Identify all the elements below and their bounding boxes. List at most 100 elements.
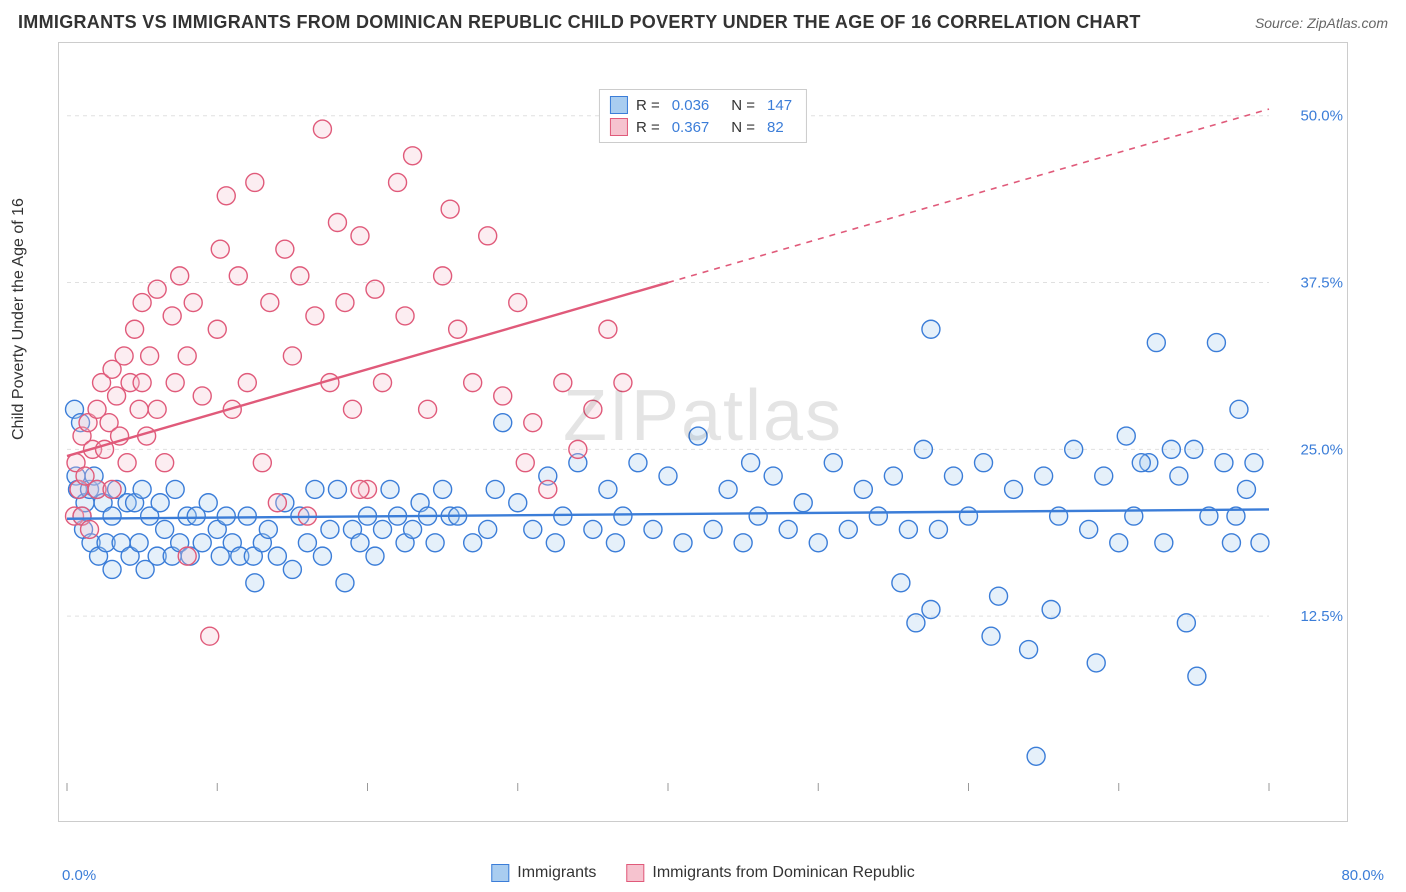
- data-point: [1185, 440, 1203, 458]
- data-point: [884, 467, 902, 485]
- data-point: [719, 480, 737, 498]
- legend-swatch: [610, 118, 628, 136]
- correlation-legend: R =0.036N =147R =0.367N =82: [599, 89, 807, 143]
- data-point: [166, 480, 184, 498]
- data-point: [1230, 400, 1248, 418]
- data-point: [1035, 467, 1053, 485]
- data-point: [599, 480, 617, 498]
- data-point: [464, 374, 482, 392]
- data-point: [419, 400, 437, 418]
- data-point: [839, 520, 857, 538]
- data-point: [854, 480, 872, 498]
- data-point: [1027, 747, 1045, 765]
- data-point: [253, 454, 271, 472]
- data-point: [644, 520, 662, 538]
- data-point: [982, 627, 1000, 645]
- data-point: [193, 534, 211, 552]
- data-point: [178, 347, 196, 365]
- data-point: [606, 534, 624, 552]
- data-point: [1132, 454, 1150, 472]
- data-point: [464, 534, 482, 552]
- data-point: [659, 467, 677, 485]
- data-point: [779, 520, 797, 538]
- trend-line-solid: [67, 283, 668, 456]
- data-point: [524, 414, 542, 432]
- data-point: [374, 374, 392, 392]
- data-point: [794, 494, 812, 512]
- legend-n-label: N =: [731, 119, 755, 136]
- legend-swatch: [610, 96, 628, 114]
- data-point: [306, 480, 324, 498]
- data-point: [115, 347, 133, 365]
- data-point: [1155, 534, 1173, 552]
- data-point: [1080, 520, 1098, 538]
- data-point: [629, 454, 647, 472]
- data-point: [108, 387, 126, 405]
- data-point: [674, 534, 692, 552]
- data-point: [171, 267, 189, 285]
- data-point: [914, 440, 932, 458]
- data-point: [1177, 614, 1195, 632]
- data-point: [328, 480, 346, 498]
- data-point: [156, 520, 174, 538]
- data-point: [246, 173, 264, 191]
- data-point: [1147, 334, 1165, 352]
- data-point: [434, 480, 452, 498]
- data-point: [824, 454, 842, 472]
- data-point: [990, 587, 1008, 605]
- scatter-plot: 12.5%25.0%37.5%50.0%: [59, 43, 1349, 823]
- data-point: [133, 480, 151, 498]
- data-point: [178, 547, 196, 565]
- x-axis-max-label: 80.0%: [1341, 867, 1384, 884]
- legend-r-label: R =: [636, 97, 660, 114]
- chart-frame: 12.5%25.0%37.5%50.0% ZIPatlas R =0.036N …: [58, 42, 1348, 822]
- data-point: [156, 454, 174, 472]
- data-point: [584, 400, 602, 418]
- data-point: [449, 320, 467, 338]
- data-point: [211, 240, 229, 258]
- data-point: [404, 520, 422, 538]
- data-point: [118, 454, 136, 472]
- legend-label: Immigrants: [517, 864, 596, 882]
- data-point: [184, 294, 202, 312]
- legend-row: R =0.367N =82: [610, 116, 796, 138]
- legend-row: R =0.036N =147: [610, 94, 796, 116]
- data-point: [1162, 440, 1180, 458]
- data-point: [366, 280, 384, 298]
- data-point: [336, 294, 354, 312]
- legend-r-label: R =: [636, 119, 660, 136]
- data-point: [374, 520, 392, 538]
- data-point: [584, 520, 602, 538]
- data-point: [238, 507, 256, 525]
- data-point: [268, 547, 286, 565]
- data-point: [1087, 654, 1105, 672]
- x-axis-min-label: 0.0%: [62, 867, 96, 884]
- data-point: [524, 520, 542, 538]
- data-point: [704, 520, 722, 538]
- data-point: [193, 387, 211, 405]
- data-point: [103, 507, 121, 525]
- data-point: [238, 374, 256, 392]
- data-point: [381, 480, 399, 498]
- data-point: [1050, 507, 1068, 525]
- data-point: [130, 400, 148, 418]
- data-point: [343, 400, 361, 418]
- data-point: [516, 454, 534, 472]
- data-point: [321, 520, 339, 538]
- data-point: [163, 307, 181, 325]
- data-point: [869, 507, 887, 525]
- data-point: [351, 534, 369, 552]
- data-point: [199, 494, 217, 512]
- data-point: [1237, 480, 1255, 498]
- data-point: [1222, 534, 1240, 552]
- legend-swatch: [626, 864, 644, 882]
- data-point: [441, 200, 459, 218]
- y-axis-label: Child Poverty Under the Age of 16: [10, 198, 28, 440]
- data-point: [494, 387, 512, 405]
- data-point: [929, 520, 947, 538]
- data-point: [389, 173, 407, 191]
- data-point: [944, 467, 962, 485]
- data-point: [734, 534, 752, 552]
- data-point: [404, 147, 422, 165]
- data-point: [546, 534, 564, 552]
